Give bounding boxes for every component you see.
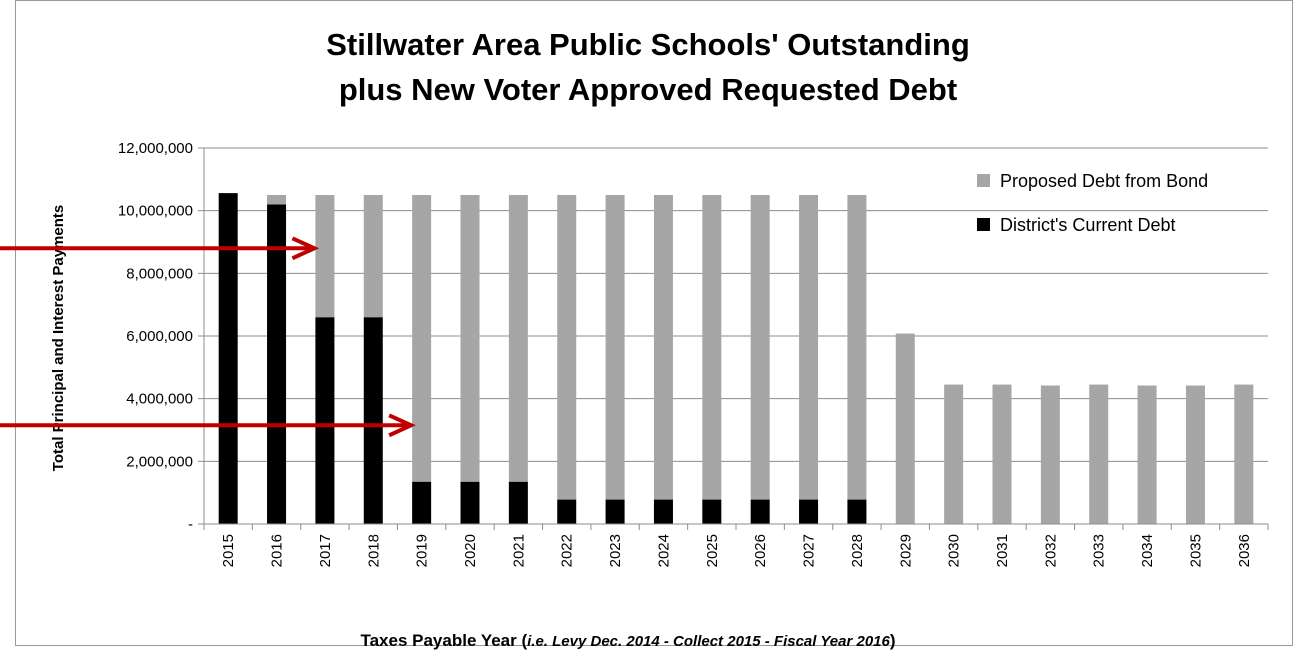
bar-current-debt-2027 [799,499,819,524]
bar-current-debt-2020 [460,481,480,524]
bar-current-debt-2025 [702,499,722,524]
bar-current-debt-2026 [750,499,770,524]
x-tick-label-2017: 2017 [317,534,334,567]
bar-current-debt-2028 [847,499,867,524]
y-tick-label: 2,000,000 [126,453,193,470]
bar-proposed-debt-2035 [1185,385,1205,524]
x-tick-label-2016: 2016 [269,534,286,567]
legend-swatch [977,218,990,231]
annotation-arrow-head [291,236,320,261]
legend: Proposed Debt from Bond District's Curren… [977,171,1208,235]
y-tick-label: 6,000,000 [126,328,193,345]
x-axis-label-end: ) [890,631,896,650]
y-tick-label: 8,000,000 [126,265,193,282]
legend-label: Proposed Debt from Bond [1000,171,1208,191]
bars [218,193,1254,524]
x-tick-label-2022: 2022 [559,534,576,567]
x-tick-label-2030: 2030 [946,534,963,567]
bar-proposed-debt-2030 [944,384,964,524]
bar-proposed-debt-2021 [508,195,528,482]
bar-current-debt-2016 [267,204,287,524]
legend-swatch [977,174,990,187]
x-tick-label-2034: 2034 [1139,534,1156,567]
bar-current-debt-2021 [508,481,528,524]
x-tick-label-2033: 2033 [1091,534,1108,567]
bar-proposed-debt-2019 [412,195,432,482]
bar-proposed-debt-2017 [315,195,335,318]
annotation-arrows [0,236,416,438]
bar-current-debt-2018 [363,317,383,524]
bar-proposed-debt-2028 [847,195,867,500]
chart-title: Stillwater Area Public Schools' Outstand… [0,22,1296,112]
gridlines [204,147,1268,462]
bar-current-debt-2024 [653,499,673,524]
x-axis-label-main: Taxes Payable Year ( [360,631,527,650]
x-tick-label-2023: 2023 [607,534,624,567]
y-axis-label: Total Principal and Interest Payments [50,205,67,471]
x-tick-label-2020: 2020 [462,534,479,567]
x-tick-label-2036: 2036 [1236,534,1253,567]
y-tick-label: 4,000,000 [126,391,193,408]
x-tick-label-2021: 2021 [510,534,527,567]
x-tick-label-2029: 2029 [897,534,914,567]
bar-proposed-debt-2036 [1234,384,1254,524]
bar-current-debt-2017 [315,317,335,524]
bar-proposed-debt-2031 [992,384,1012,524]
bar-proposed-debt-2022 [557,195,577,500]
bar-proposed-debt-2034 [1137,385,1157,524]
bar-proposed-debt-2016 [267,195,287,205]
bar-current-debt-2023 [605,499,625,524]
annotation-arrow-head [388,413,416,438]
bar-proposed-debt-2018 [363,195,383,318]
x-tick-label-2015: 2015 [220,534,237,567]
bar-proposed-debt-2025 [702,195,722,500]
y-tick-label: - [188,516,193,533]
x-tick-label-2032: 2032 [1042,534,1059,567]
chart-title-line1: Stillwater Area Public Schools' Outstand… [326,27,970,62]
x-tick-label-2024: 2024 [655,534,672,567]
bar-proposed-debt-2023 [605,195,625,500]
bar-proposed-debt-2027 [799,195,819,500]
x-tick-label-2025: 2025 [704,534,721,567]
chart-title-line2: plus New Voter Approved Requested Debt [338,72,958,107]
bar-proposed-debt-2033 [1089,384,1109,524]
y-tick-label: 10,000,000 [118,203,193,220]
x-tick-label-2026: 2026 [752,534,769,567]
bar-current-debt-2022 [557,499,577,524]
x-tick-label-2028: 2028 [849,534,866,567]
bar-proposed-debt-2029 [895,333,915,524]
x-tick-label-2019: 2019 [414,534,431,567]
bar-proposed-debt-2020 [460,195,480,482]
legend-label: District's Current Debt [1000,215,1175,235]
x-axis-label-italic: i.e. Levy Dec. 2014 - Collect 2015 - Fis… [527,633,890,650]
x-tick-label-2035: 2035 [1187,534,1204,567]
bar-proposed-debt-2024 [653,195,673,500]
x-tick-label-2018: 2018 [365,534,382,567]
y-axis-ticks: - 2,000,000 4,000,000 6,000,000 8,000,000 10,… [118,140,205,533]
x-axis-label: Taxes Payable Year (i.e. Levy Dec. 2014 … [360,631,895,650]
bar-proposed-debt-2032 [1040,385,1060,524]
y-tick-label: 12,000,000 [118,140,193,157]
bar-proposed-debt-2026 [750,195,770,500]
x-axis-ticks: 2015 2016 2017 2018 2019 2020 2021 2022 2023 2024… [203,524,1269,567]
x-tick-label-2031: 2031 [994,534,1011,567]
x-tick-label-2027: 2027 [801,534,818,567]
bar-current-debt-2015 [218,193,238,524]
bar-current-debt-2019 [412,481,432,524]
